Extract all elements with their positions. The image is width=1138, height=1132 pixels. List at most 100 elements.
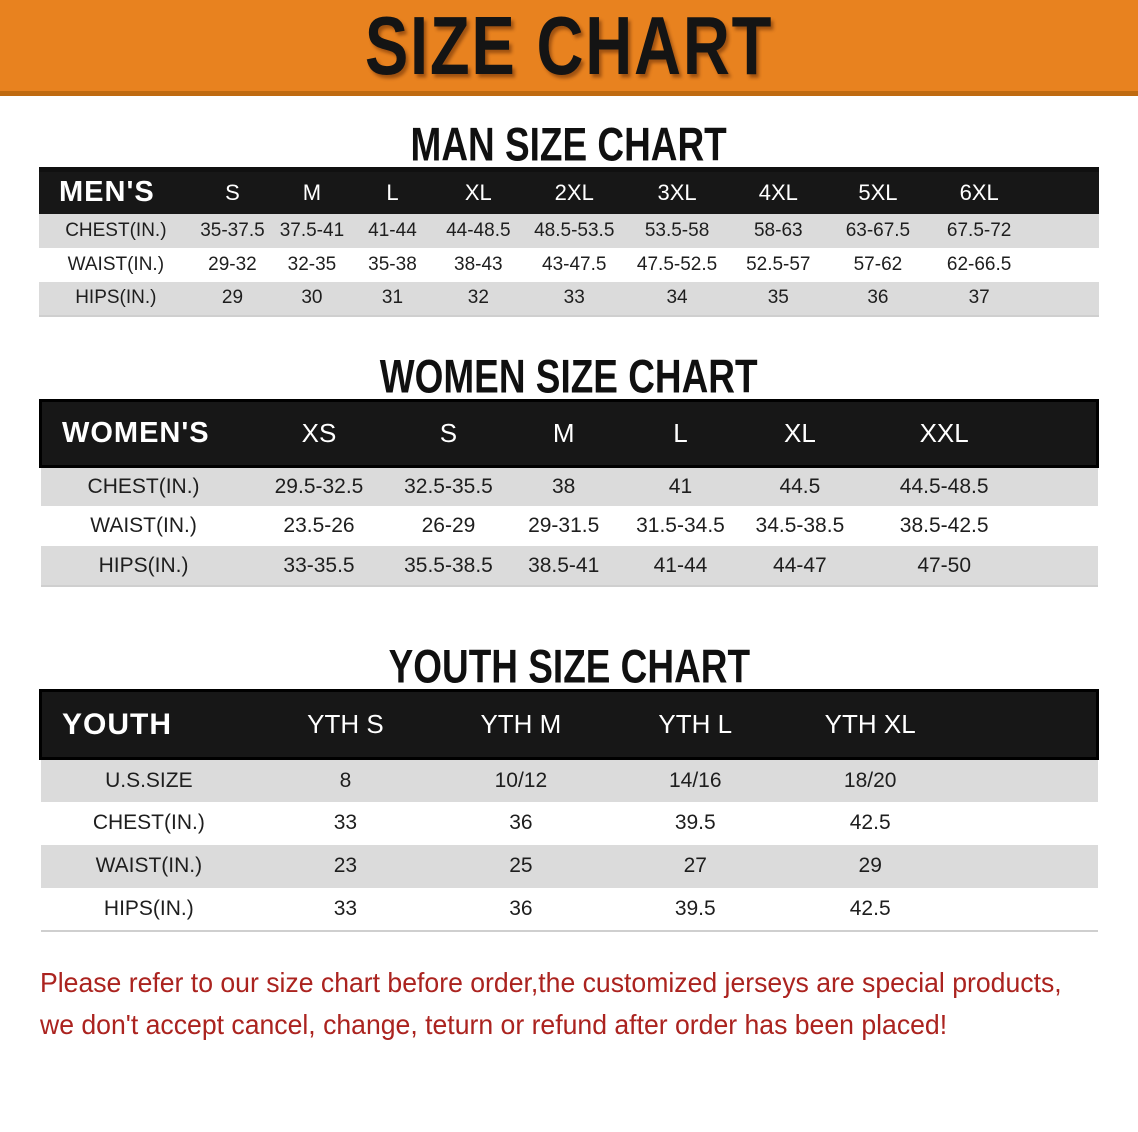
size-cell: 58-63	[729, 213, 828, 248]
spacer-cell	[1027, 398, 1099, 468]
size-cell: 41-44	[621, 546, 740, 587]
youth-section-heading: YOUTH SIZE CHART	[388, 640, 750, 693]
disclaimer-line-1: Please refer to our size chart before or…	[40, 966, 1062, 998]
size-cell: 41-44	[351, 213, 434, 248]
size-cell: 67.5-72	[928, 213, 1031, 248]
womens-size-table: WOMEN'S XS S M L XL XXL CHEST(IN.) 29.5-…	[38, 398, 1099, 587]
size-cell: 42.5	[849, 811, 891, 834]
table-row: HIPS(IN.) 33 36 39.5 42.5	[40, 887, 1098, 932]
size-header: XS	[246, 398, 392, 468]
spacer-cell	[957, 887, 1098, 932]
size-cell: 31	[351, 281, 434, 317]
row-label: CHEST(IN.)	[39, 213, 193, 248]
size-cell: 62-66.5	[946, 253, 1012, 275]
size-cell: 32.5-35.5	[391, 466, 506, 506]
mens-size-table: MEN'S S M L XL 2XL 3XL 4XL 5XL 6XL CHEST…	[39, 167, 1099, 317]
size-cell: 39.5	[608, 887, 783, 932]
table-row: WAIST(IN.) 23 25 27 29	[40, 844, 1098, 888]
banner-title-text: SIZE CHART	[364, 0, 774, 92]
size-header: M	[505, 398, 622, 468]
size-cell: 31.5-34.5	[636, 514, 725, 537]
size-header: XL	[433, 168, 524, 214]
size-cell: 57-62	[853, 253, 903, 275]
size-header: XL	[739, 398, 861, 468]
size-header: YTH S	[257, 689, 434, 760]
size-cell: 29-32	[208, 253, 257, 275]
size-cell: 26-29	[421, 514, 476, 537]
size-cell: 44.5-48.5	[860, 466, 1028, 506]
size-cell: 32-35	[287, 253, 337, 275]
banner-title: SIZE CHART	[337, 0, 801, 92]
spacer-cell	[1030, 168, 1099, 214]
spacer-cell	[957, 758, 1098, 802]
size-header: 4XL	[729, 168, 828, 214]
row-label: CHEST(IN.)	[92, 811, 205, 834]
table-row: CHEST(IN.) 29.5-32.5 32.5-35.5 38 41 44.…	[40, 466, 1098, 506]
table-row: CHEST(IN.) 33 36 39.5 42.5	[41, 802, 1098, 845]
table-row: HIPS(IN.) 33-35.5 35.5-38.5 38.5-41 41-4…	[40, 546, 1098, 587]
size-header: YTH XL	[782, 689, 958, 760]
spacer-cell	[957, 689, 1099, 760]
size-cell: 18/20	[782, 758, 958, 802]
youth-size-table: YOUTH YTH S YTH M YTH L YTH XL U.S.SIZE …	[39, 689, 1099, 932]
row-label: CHEST(IN.)	[40, 466, 247, 506]
mens-header-row: MEN'S S M L XL 2XL 3XL 4XL 5XL 6XL	[39, 168, 1099, 214]
spacer-cell	[957, 844, 1098, 888]
size-header: 3XL	[625, 168, 729, 214]
size-cell: 8	[257, 758, 434, 802]
size-cell: 27	[608, 844, 783, 888]
size-header: 5XL	[827, 168, 929, 214]
size-header: 6XL	[928, 168, 1031, 214]
row-label: U.S.SIZE	[40, 758, 258, 802]
size-header: XXL	[860, 398, 1028, 468]
size-cell: 38.5-42.5	[899, 514, 989, 537]
size-header: YTH L	[608, 689, 783, 760]
size-cell: 38.5-41	[505, 546, 622, 587]
size-cell: 33	[257, 887, 434, 932]
table-row: U.S.SIZE 8 10/12 14/16 18/20	[40, 758, 1098, 802]
size-cell: 39.5	[674, 811, 716, 834]
size-cell: 33	[523, 281, 626, 317]
size-cell: 44-47	[739, 546, 861, 587]
size-header: YTH M	[433, 689, 609, 760]
row-label: WAIST(IN.)	[67, 253, 165, 275]
spacer-cell	[1030, 213, 1099, 248]
size-cell: 43-47.5	[542, 253, 607, 275]
size-cell: 14/16	[608, 758, 783, 802]
size-chart-banner: SIZE CHART	[0, 0, 1138, 96]
table-row: WAIST(IN.) 29-32 32-35 35-38 38-43 43-47…	[39, 248, 1099, 282]
size-cell: 35	[729, 281, 828, 317]
size-header: S	[391, 398, 506, 468]
size-cell: 34	[625, 281, 729, 317]
size-cell: 38	[505, 466, 622, 506]
size-cell: 32	[433, 281, 524, 317]
size-cell: 10/12	[433, 758, 609, 802]
size-cell: 34.5-38.5	[755, 514, 845, 537]
man-section-heading: MAN SIZE CHART	[410, 118, 728, 171]
size-cell: 41	[621, 466, 740, 506]
womens-header-row: WOMEN'S XS S M L XL XXL	[38, 398, 1099, 468]
spacer-cell	[958, 802, 1098, 845]
row-label: WAIST(IN.)	[90, 514, 197, 537]
spacer-cell	[1030, 281, 1099, 317]
spacer-cell	[1027, 466, 1098, 506]
mens-table-label: MEN'S	[39, 168, 193, 214]
disclaimer-note: Please refer to our size chart before or…	[0, 962, 1138, 1046]
size-cell: 42.5	[782, 887, 958, 932]
size-cell: 30	[272, 281, 352, 317]
size-cell: 29	[782, 844, 958, 888]
size-cell: 52.5-57	[746, 253, 811, 275]
size-cell: 47-50	[860, 546, 1028, 587]
size-cell: 36	[509, 811, 533, 834]
size-cell: 35-38	[368, 253, 417, 275]
spacer-cell	[1028, 506, 1098, 546]
size-header: M	[272, 168, 352, 214]
spacer-cell	[1030, 248, 1099, 282]
size-cell: 29.5-32.5	[246, 466, 392, 506]
size-cell: 48.5-53.5	[523, 213, 626, 248]
size-cell: 33	[333, 811, 358, 834]
women-section-heading: WOMEN SIZE CHART	[380, 349, 758, 403]
size-header: L	[621, 398, 740, 468]
size-cell: 53.5-58	[625, 213, 729, 248]
size-cell: 37	[928, 281, 1031, 317]
